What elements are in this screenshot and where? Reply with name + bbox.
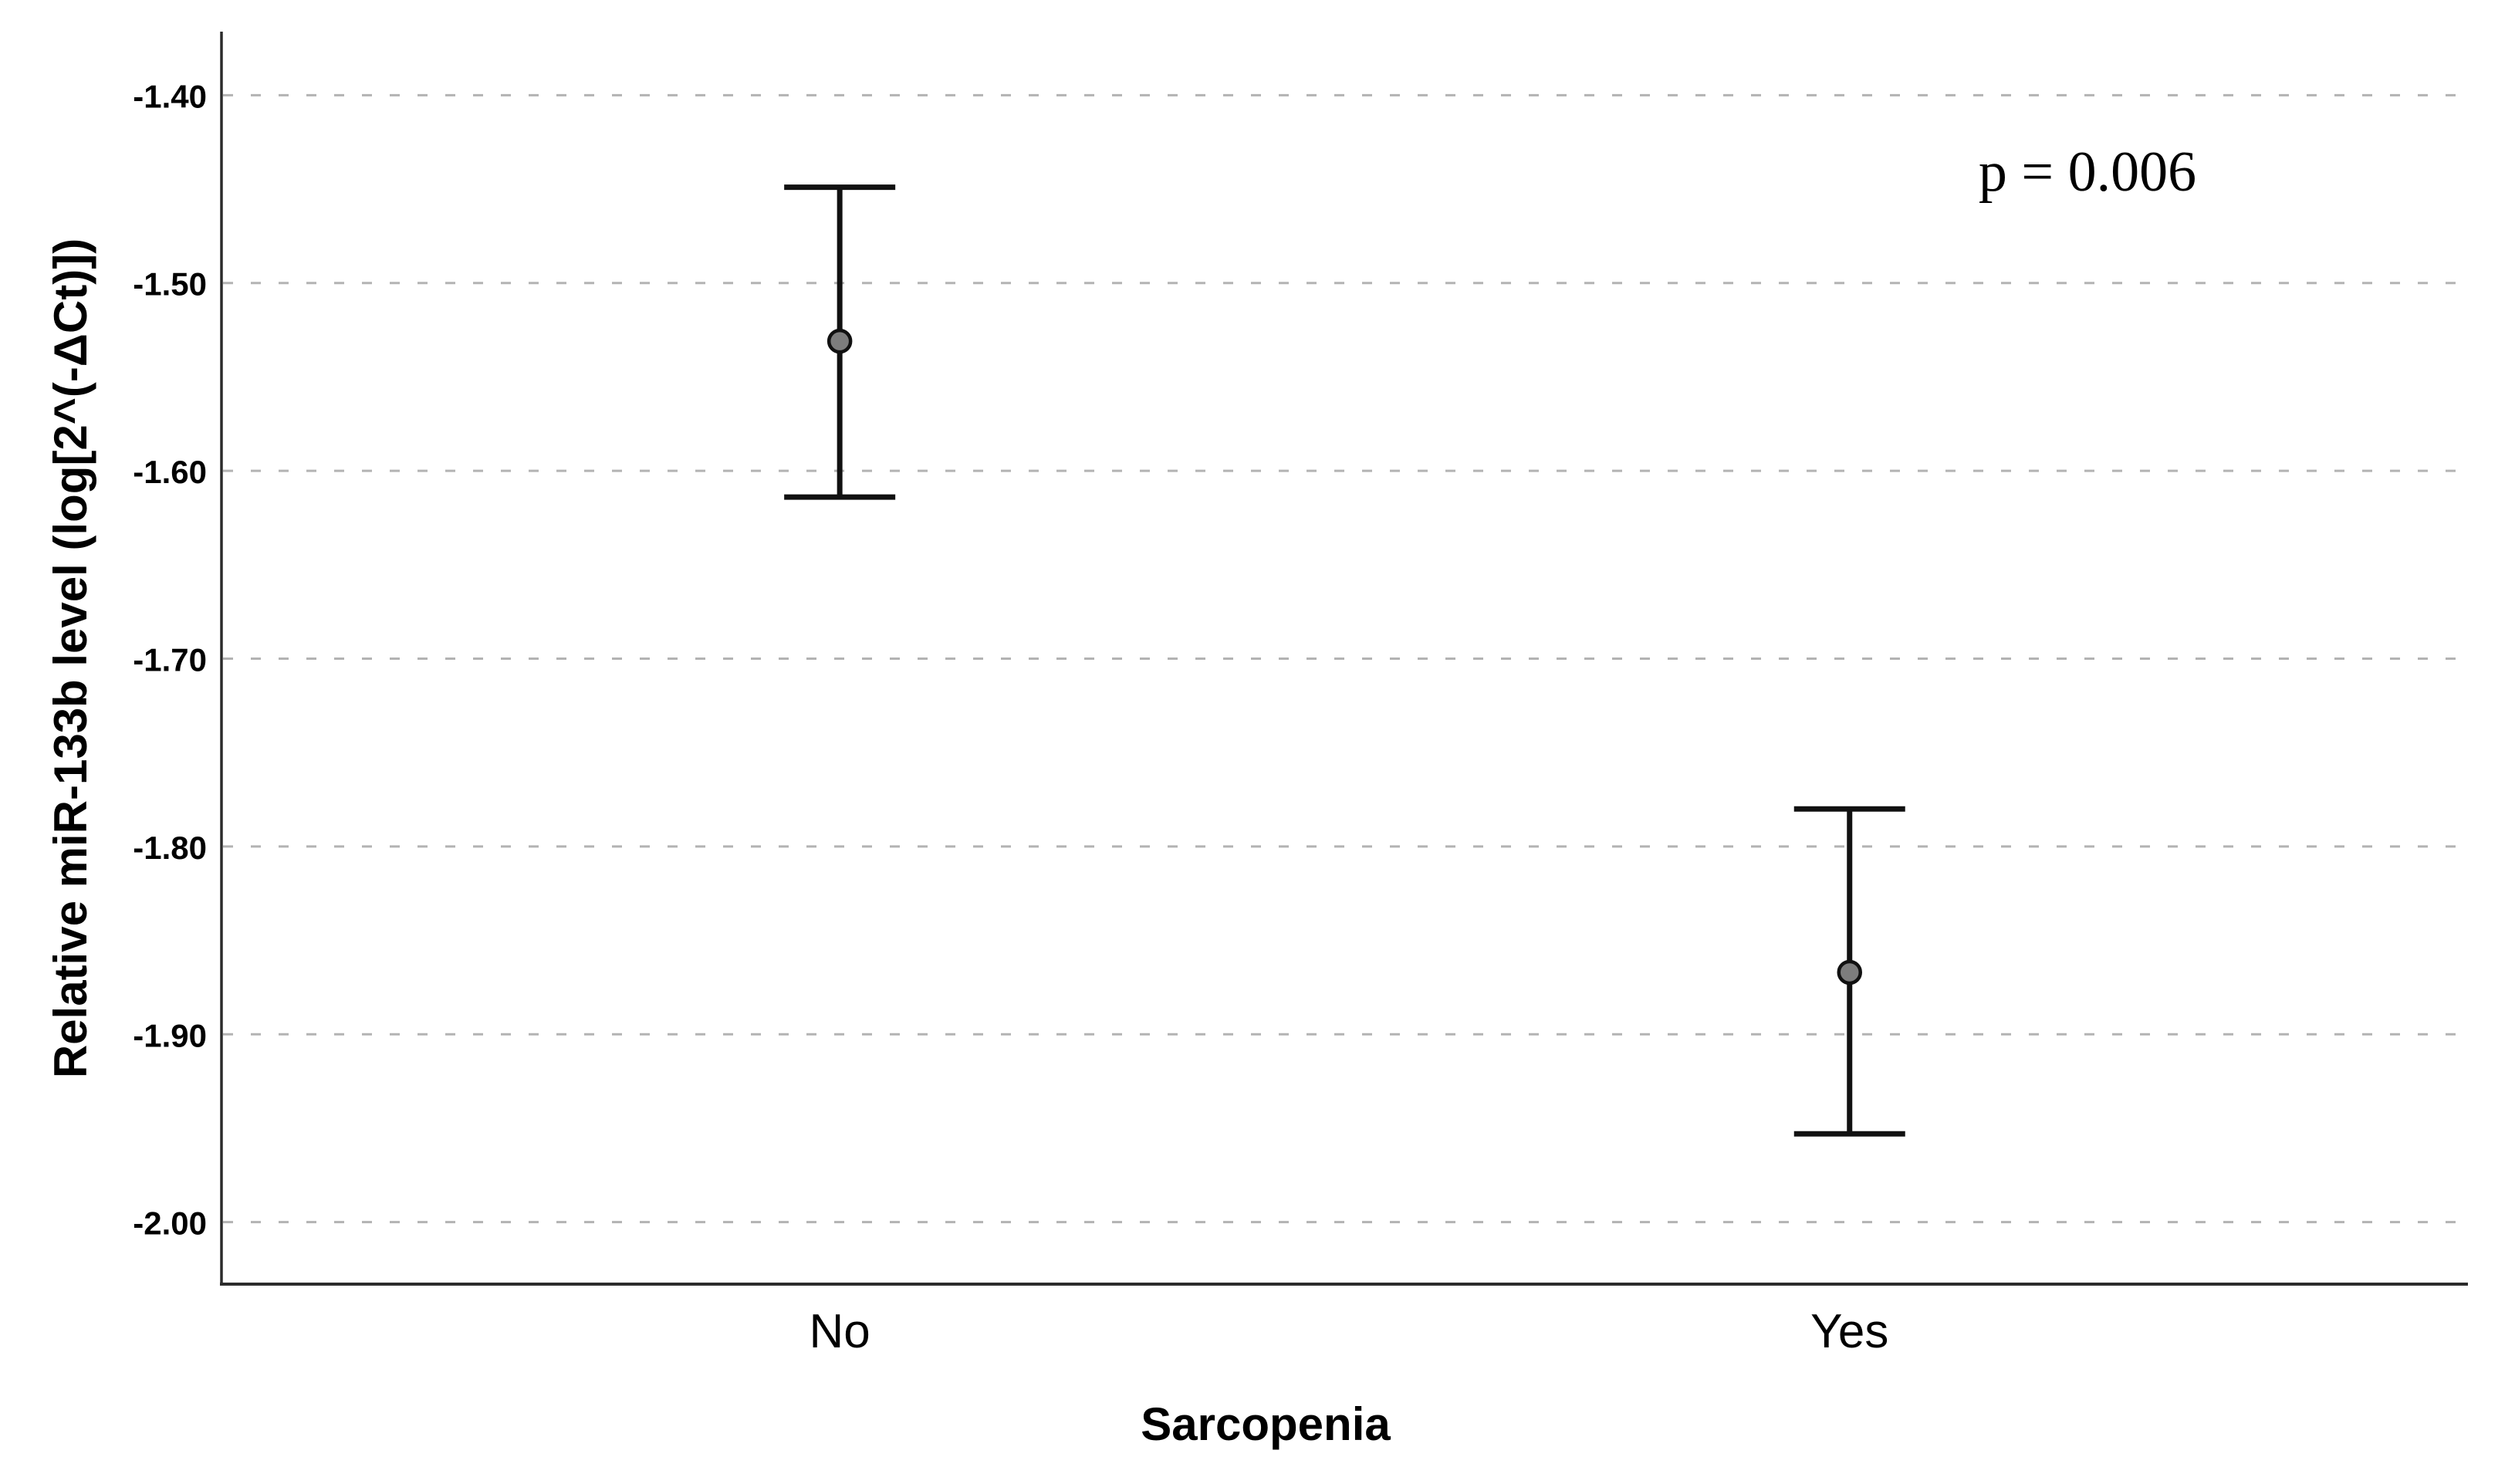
x-tick-label-yes: Yes [1810,1305,1888,1358]
y-tick-label: -1.70 [133,642,207,678]
x-tick-label-no: No [810,1305,870,1358]
error-bar-no [784,184,896,500]
axes-layer [220,32,2468,1286]
category-labels-layer: No Yes [810,1305,1889,1358]
y-tick-label: -1.40 [133,78,207,114]
gridlines-layer [223,93,2459,1224]
p-value-annotation: p = 0.006 [1979,140,2196,204]
y-tick-label: -1.90 [133,1017,207,1053]
y-tick-label: -1.50 [133,266,207,303]
mean-marker [1837,959,1863,985]
mean-marker [827,328,853,354]
y-tick-label: -2.00 [133,1205,207,1242]
x-axis-title: Sarcopenia [1141,1398,1391,1450]
y-axis-title: Relative miR-133b level (log[2^(-ΔCt)]) [45,238,96,1078]
y-tick-label: -1.60 [133,454,207,490]
error-bars-layer [784,184,1905,1137]
y-tick-label: -1.80 [133,830,207,866]
titles-layer: Sarcopenia Relative miR-133b level (log[2… [45,140,2196,1450]
error-bar-yes [1793,806,1905,1137]
y-tick-labels-layer: -1.40 -1.50 -1.60 -1.70 -1.80 -1.90 -2.00 [133,78,207,1241]
